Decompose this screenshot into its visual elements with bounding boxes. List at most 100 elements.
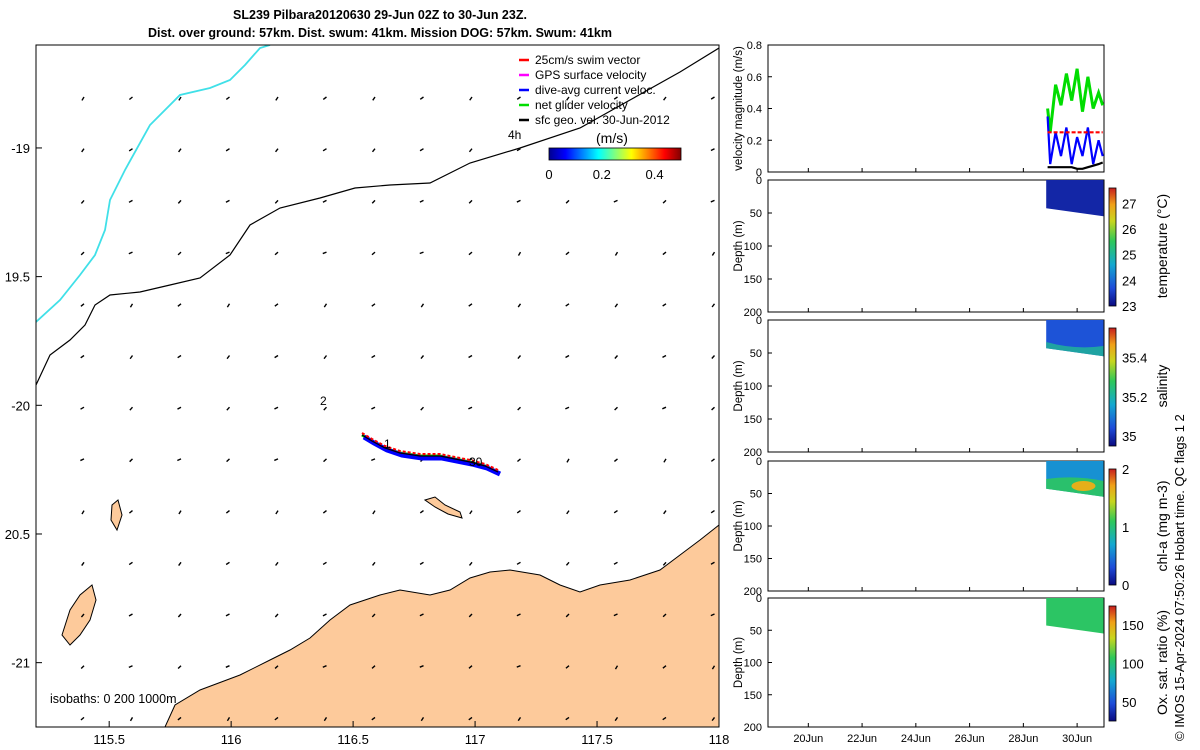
velocity-arrow [274, 199, 279, 204]
colorbar-tick: 24 [1122, 273, 1136, 288]
velocity-arrow [274, 716, 279, 721]
velocity-series-line [1046, 68, 1105, 133]
panel-ox: 0 50 100 150 200 Depth (m) 50 100 150 Ox. sat. ra… [733, 593, 1170, 745]
isobaths-label: isobaths: 0 200 1000m [50, 692, 176, 706]
velocity-arrow [323, 303, 328, 308]
footer-credit: © IMOS 15-Apr-2024 07:50:26 Hobart time.… [1172, 414, 1187, 741]
velocity-arrow [128, 561, 133, 566]
colorbar-tick: 0.2 [593, 167, 611, 182]
velocity-arrow [710, 510, 715, 514]
colorbar-tick: 50 [1122, 695, 1136, 710]
velocity-arrow [662, 199, 667, 204]
velocity-arrow [420, 717, 425, 722]
velocity-arrow [468, 716, 473, 721]
velocity-arrow [177, 303, 182, 307]
velocity-arrow [565, 251, 570, 256]
velocity-arrow [711, 251, 716, 256]
velocity-arrow [614, 665, 619, 670]
depth-ytick: 50 [750, 208, 762, 220]
colorbar-tick: 26 [1122, 222, 1136, 237]
depth-ytick: 150 [744, 690, 762, 702]
velocity-arrow [565, 406, 570, 410]
velocity-arrow [613, 199, 618, 203]
time-tick-label: 22Jun [847, 733, 877, 745]
velocity-arrow [178, 561, 182, 566]
profile-heatmap [1046, 180, 1104, 217]
lat-tick-label: -20 [11, 398, 30, 413]
velocity-arrow [516, 199, 521, 203]
velocity-arrow [663, 458, 667, 463]
velocity-arrow [226, 717, 231, 722]
velocity-arrow [710, 96, 715, 100]
velocity-arrow [80, 716, 85, 721]
velocity-arrow [516, 510, 521, 514]
velocity-arrow [710, 613, 715, 617]
velocity-arrow [711, 665, 716, 670]
velocity-arrow [225, 199, 230, 203]
velocity-arrow [516, 458, 521, 463]
profile-heatmap-layer [1071, 481, 1096, 491]
velocity-arrow [274, 251, 279, 256]
velocity-arrow [80, 199, 85, 204]
velocity-arrow [275, 96, 279, 101]
map-colorbar [548, 147, 682, 161]
lat-tick-label: 20.5 [5, 527, 30, 542]
legend-entry: GPS surface velocity [535, 68, 646, 82]
velocity-arrow [177, 613, 182, 618]
velocity-arrow [663, 96, 667, 101]
lat-tick-label: -19 [11, 141, 30, 156]
velocity-arrow [565, 665, 570, 669]
time-tick-label: 20Jun [793, 733, 823, 745]
depth-ytick: 150 [744, 274, 762, 286]
velocity-arrow [517, 717, 522, 722]
velocity-arrow [80, 406, 85, 410]
depth-ytick: 100 [744, 381, 762, 393]
velocity-arrow [128, 510, 133, 514]
velocity-arrow [177, 716, 182, 721]
legend-entry: 25cm/s swim vector [535, 53, 640, 67]
velocity-arrow [274, 406, 279, 410]
velocity-arrow [225, 561, 230, 566]
colorbar-tick: 35.2 [1122, 390, 1147, 405]
chart-title-line1: SL239 Pilbara20120630 29-Jun 02Z to 30-J… [233, 8, 527, 22]
velocity-arrow [517, 251, 522, 256]
velocity-ytick: 0.6 [747, 72, 762, 84]
velocity-arrow [371, 716, 376, 721]
velocity-arrow [662, 665, 667, 669]
velocity-arrow [178, 148, 182, 153]
panel-colorbar [1108, 605, 1117, 722]
colorbar-tick: 0 [545, 167, 552, 182]
velocity-arrow [81, 96, 85, 101]
velocity-arrow [128, 96, 133, 101]
velocity-arrow [128, 613, 133, 617]
sfc-geo-velocity-arrows [80, 96, 716, 722]
lat-ticks: -19 19.5 -20 20.5 -21 [5, 141, 42, 671]
colorbar-tick: 100 [1122, 657, 1144, 672]
velocity-arrow [565, 354, 570, 359]
colorbar-unit: (m/s) [596, 130, 628, 146]
velocity-arrow [274, 148, 279, 153]
depth-ytick: 200 [744, 447, 762, 459]
velocity-arrow [177, 251, 182, 256]
colorbar-tick: 25 [1122, 248, 1136, 263]
velocity-arrow [225, 665, 230, 668]
lon-tick-label: 117.5 [581, 732, 613, 747]
velocity-arrow [372, 510, 376, 515]
velocity-arrow [566, 458, 570, 463]
velocity-arrow [322, 251, 327, 255]
velocity-arrow [226, 458, 230, 463]
velocity-series-line [1046, 116, 1104, 165]
velocity-arrow [420, 355, 425, 360]
velocity-arrow [663, 510, 667, 515]
velocity-arrow [419, 96, 424, 100]
colorbar-tick: 27 [1122, 196, 1136, 211]
velocity-arrow [468, 561, 473, 566]
colorbar-tick: 0 [1122, 578, 1129, 593]
time-tick-label: 24Jun [901, 733, 931, 745]
depth-ytick: 150 [744, 554, 762, 566]
map-annotation-2: 2 [320, 394, 327, 408]
velocity-ytick: 0.2 [747, 135, 762, 147]
depth-ytick: 0 [756, 175, 762, 187]
